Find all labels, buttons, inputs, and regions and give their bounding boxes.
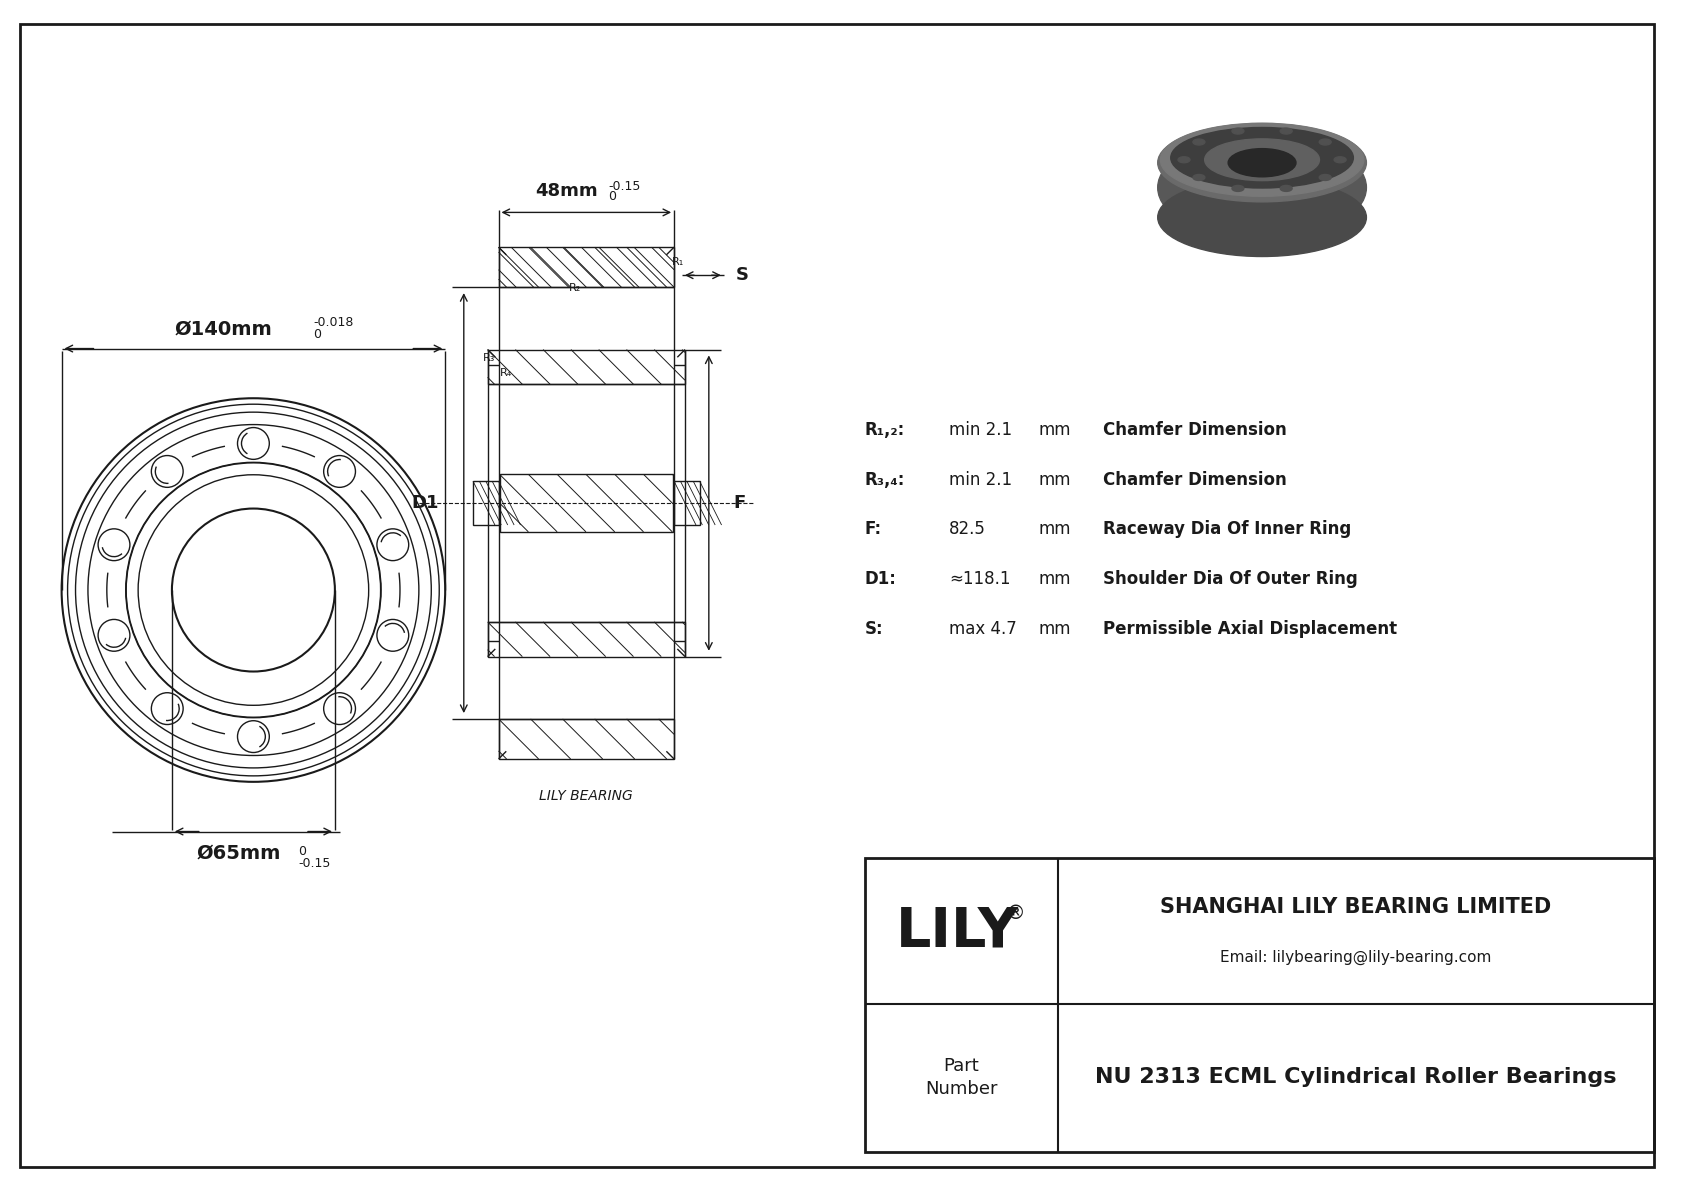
Text: NU 2313 ECML Cylindrical Roller Bearings: NU 2313 ECML Cylindrical Roller Bearings	[1095, 1067, 1617, 1087]
Text: max 4.7: max 4.7	[950, 619, 1017, 638]
Text: min 2.1: min 2.1	[950, 470, 1012, 488]
Text: min 2.1: min 2.1	[950, 422, 1012, 439]
Text: 0: 0	[298, 846, 306, 859]
Ellipse shape	[1233, 186, 1244, 192]
Text: S: S	[736, 267, 749, 285]
Text: SHANGHAI LILY BEARING LIMITED: SHANGHAI LILY BEARING LIMITED	[1160, 897, 1551, 917]
Text: F: F	[734, 494, 746, 512]
Ellipse shape	[1280, 129, 1292, 135]
Text: F:: F:	[864, 520, 882, 538]
Ellipse shape	[1160, 123, 1364, 197]
Text: -0.018: -0.018	[313, 316, 354, 329]
Text: mm: mm	[1039, 619, 1071, 638]
Text: 48mm: 48mm	[536, 182, 598, 200]
Bar	[488, 622, 685, 656]
Bar	[864, 859, 1654, 1152]
Text: S:: S:	[864, 619, 882, 638]
Text: -0.15: -0.15	[298, 858, 330, 871]
Text: mm: mm	[1039, 422, 1071, 439]
Ellipse shape	[1192, 175, 1204, 181]
Text: R₃: R₃	[483, 354, 495, 363]
Bar	[473, 481, 498, 525]
Text: R₁: R₁	[672, 257, 684, 267]
Text: mm: mm	[1039, 520, 1071, 538]
Ellipse shape	[1157, 124, 1366, 201]
Text: Ø65mm: Ø65mm	[197, 843, 281, 862]
Text: Part
Number: Part Number	[925, 1056, 997, 1098]
Text: 82.5: 82.5	[950, 520, 985, 538]
Ellipse shape	[1231, 164, 1293, 191]
Bar	[498, 719, 674, 759]
Text: 0: 0	[608, 191, 616, 204]
Text: Chamfer Dimension: Chamfer Dimension	[1103, 470, 1287, 488]
Text: ≈118.1: ≈118.1	[950, 570, 1010, 588]
Text: R₁,₂:: R₁,₂:	[864, 422, 904, 439]
Bar	[498, 248, 674, 287]
Ellipse shape	[1179, 157, 1191, 163]
Text: R₂: R₂	[569, 283, 581, 293]
Text: Ø140mm: Ø140mm	[175, 319, 273, 338]
Text: mm: mm	[1039, 570, 1071, 588]
Ellipse shape	[1192, 139, 1204, 145]
Ellipse shape	[1280, 186, 1292, 192]
Text: LILY: LILY	[896, 904, 1019, 959]
Text: Chamfer Dimension: Chamfer Dimension	[1103, 422, 1287, 439]
Bar	[500, 474, 674, 532]
Ellipse shape	[1319, 139, 1330, 145]
Ellipse shape	[1157, 179, 1366, 256]
Ellipse shape	[1204, 145, 1320, 189]
Text: 0: 0	[313, 328, 322, 341]
Bar	[674, 481, 699, 525]
Text: LILY BEARING: LILY BEARING	[539, 788, 633, 803]
Text: R₄: R₄	[500, 368, 512, 379]
Text: R₃,₄:: R₃,₄:	[864, 470, 904, 488]
Bar	[488, 349, 685, 385]
Ellipse shape	[1204, 139, 1320, 181]
Text: Shoulder Dia Of Outer Ring: Shoulder Dia Of Outer Ring	[1103, 570, 1357, 588]
Ellipse shape	[1233, 129, 1244, 135]
Text: Email: lilybearing@lily-bearing.com: Email: lilybearing@lily-bearing.com	[1221, 950, 1492, 965]
Text: Raceway Dia Of Inner Ring: Raceway Dia Of Inner Ring	[1103, 520, 1351, 538]
Ellipse shape	[1319, 175, 1330, 181]
Ellipse shape	[1334, 157, 1346, 163]
Text: mm: mm	[1039, 470, 1071, 488]
Ellipse shape	[1228, 149, 1297, 176]
Text: ®: ®	[1005, 904, 1026, 923]
Text: D1: D1	[411, 494, 440, 512]
Text: -0.15: -0.15	[608, 180, 640, 193]
Text: D1:: D1:	[864, 570, 896, 588]
Ellipse shape	[1157, 136, 1366, 239]
Text: Permissible Axial Displacement: Permissible Axial Displacement	[1103, 619, 1398, 638]
Ellipse shape	[1170, 127, 1354, 188]
